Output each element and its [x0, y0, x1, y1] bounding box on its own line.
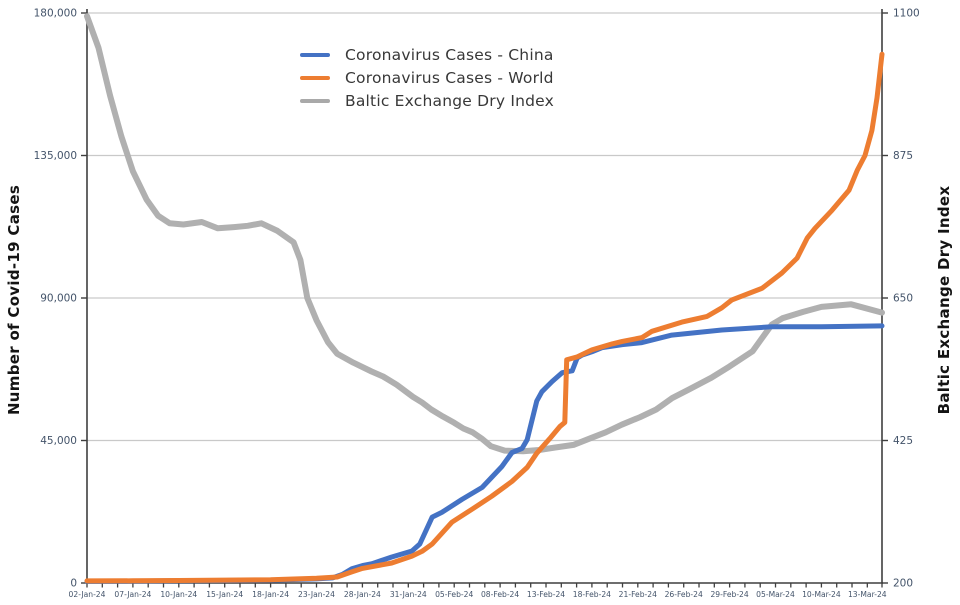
- right-axis-tick-label: 875: [893, 150, 913, 162]
- left-axis-tick-label: 45,000: [40, 435, 77, 447]
- x-axis-tick-label: 10-Jan-24: [160, 590, 197, 599]
- x-axis-tick-label: 18-Feb-24: [573, 590, 611, 599]
- x-axis-tick-label: 29-Feb-24: [710, 590, 748, 599]
- legend-item-world: Coronavirus Cases - World: [300, 69, 554, 87]
- legend-label: Coronavirus Cases - World: [345, 69, 554, 87]
- right-axis-title: Baltic Exchange Dry Index: [935, 185, 953, 415]
- chart-legend: Coronavirus Cases - China Coronavirus Ca…: [300, 46, 554, 110]
- legend-item-china: Coronavirus Cases - China: [300, 46, 554, 64]
- x-axis-tick-label: 28-Jan-24: [344, 590, 381, 599]
- x-axis-tick-label: 08-Feb-24: [481, 590, 519, 599]
- x-axis-tick-label: 31-Jan-24: [390, 590, 427, 599]
- series-line-coronavirus-cases-world: [84, 51, 885, 584]
- left-axis-tick-label: 135,000: [34, 150, 77, 162]
- left-axis-title: Number of Covid-19 Cases: [5, 184, 23, 416]
- x-axis-tick-label: 15-Jan-24: [206, 590, 243, 599]
- x-axis-tick-label: 05-Feb-24: [435, 590, 473, 599]
- legend-label: Coronavirus Cases - China: [345, 46, 554, 64]
- x-axis-tick-label: 21-Feb-24: [619, 590, 657, 599]
- series-line-coronavirus-cases-china: [84, 323, 885, 584]
- right-axis-tick-label: 650: [893, 293, 913, 305]
- legend-item-bdi: Baltic Exchange Dry Index: [300, 92, 554, 110]
- series-line-baltic-exchange-dry-index: [84, 13, 885, 455]
- legend-swatch-china-line: [300, 53, 330, 57]
- x-axis-tick-label: 13-Mar-24: [848, 590, 887, 599]
- right-axis-tick-label: 1100: [893, 8, 920, 20]
- x-axis-tick-label: 26-Feb-24: [665, 590, 703, 599]
- legend-swatch-bdi-line: [300, 99, 330, 103]
- x-axis-tick-label: 05-Mar-24: [756, 590, 795, 599]
- x-axis-tick-label: 02-Jan-24: [69, 590, 106, 599]
- x-axis-tick-label: 23-Jan-24: [298, 590, 335, 599]
- left-axis-tick-label: 0: [70, 578, 77, 590]
- x-axis-tick-label: 10-Mar-24: [802, 590, 841, 599]
- x-axis-tick-label: 07-Jan-24: [114, 590, 151, 599]
- legend-swatch-world-line: [300, 76, 330, 80]
- right-axis-tick-label: 425: [893, 435, 913, 447]
- left-axis-tick-label: 90,000: [40, 293, 77, 305]
- x-axis-tick-label: 13-Feb-24: [527, 590, 565, 599]
- right-axis-tick-label: 200: [893, 578, 913, 590]
- legend-label: Baltic Exchange Dry Index: [345, 92, 555, 110]
- x-axis-tick-label: 18-Jan-24: [252, 590, 289, 599]
- left-axis-tick-label: 180,000: [34, 8, 77, 20]
